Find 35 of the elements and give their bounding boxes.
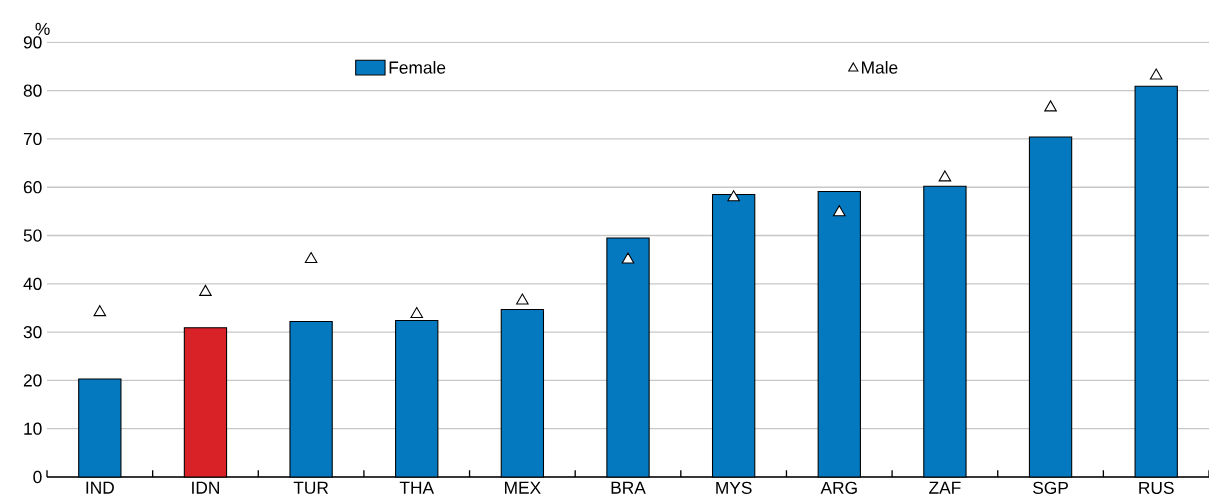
- point: [516, 293, 529, 305]
- x-tick-label: ARG: [820, 481, 857, 494]
- point: [410, 307, 424, 319]
- point: [1044, 100, 1057, 112]
- y-tick-label: 90: [23, 36, 42, 49]
- y-tick-label: 40: [23, 277, 42, 290]
- x-tick-label: TUR: [293, 481, 329, 494]
- point: [304, 251, 318, 264]
- x-tick-label: SGP: [1033, 481, 1068, 494]
- x-tick-label: IDN: [192, 481, 219, 494]
- legend-label: Female: [389, 60, 446, 74]
- x-tick-label: MYS: [716, 481, 752, 494]
- y-tick-label: 10: [24, 422, 42, 435]
- x-tick-label: BRA: [611, 481, 646, 494]
- point: [938, 170, 952, 182]
- x-tick-label: ZAF: [929, 481, 961, 494]
- x-tick-label: THA: [399, 481, 435, 494]
- y-tick-label: 0: [33, 470, 42, 484]
- y-tick-label: 80: [23, 84, 42, 97]
- y-tick-label: 50: [23, 229, 42, 242]
- x-tick-label: RUS: [1139, 481, 1174, 494]
- point: [93, 305, 107, 317]
- point: [727, 190, 740, 202]
- x-tick-label: MEX: [505, 481, 541, 494]
- y-tick-label: 30: [23, 325, 42, 339]
- y-tick-label: 60: [23, 181, 42, 194]
- point: [1149, 68, 1163, 80]
- x-tick-label: IND: [86, 481, 114, 494]
- point: [832, 205, 846, 217]
- point: [199, 284, 212, 296]
- y-tick-label: 20: [23, 374, 42, 387]
- point: [621, 252, 635, 264]
- y-tick-label: 70: [23, 132, 42, 146]
- y-axis-title: %: [35, 22, 50, 35]
- legend-label: Male: [862, 60, 898, 74]
